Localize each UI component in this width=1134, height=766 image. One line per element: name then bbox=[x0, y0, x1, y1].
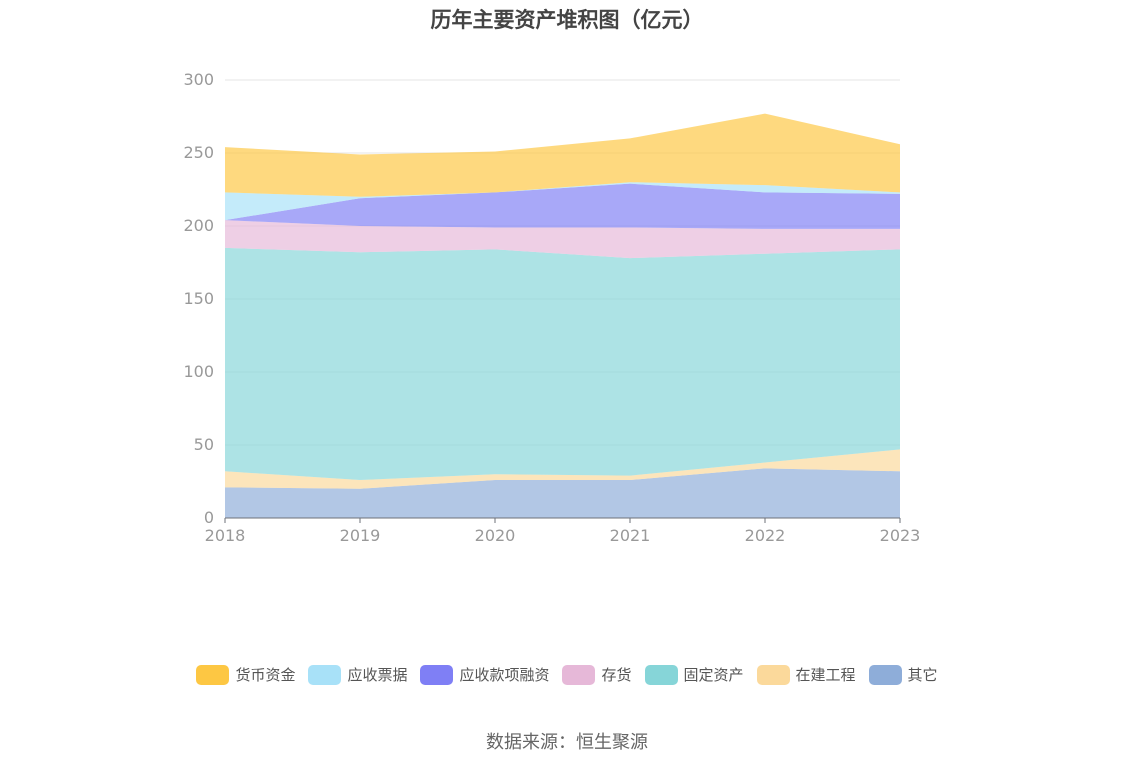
x-tick-label: 2020 bbox=[475, 526, 516, 545]
legend-swatch bbox=[196, 664, 230, 685]
y-tick-label: 100 bbox=[183, 362, 214, 381]
legend-label: 应收款项融资 bbox=[459, 666, 550, 684]
y-tick-label: 150 bbox=[183, 289, 214, 308]
x-tick-label: 2018 bbox=[205, 526, 246, 545]
chart-legend: 货币资金 应收票据 应收款项融资 存货 固定资产 在建工程 其它 bbox=[0, 664, 1134, 685]
y-tick-label: 200 bbox=[183, 216, 214, 235]
legend-swatch bbox=[308, 664, 342, 685]
area-series-在建工程 bbox=[225, 449, 900, 489]
legend-item[interactable]: 其它 bbox=[868, 664, 938, 685]
legend-label: 固定资产 bbox=[683, 666, 744, 684]
area-series-应收款项融资 bbox=[225, 183, 900, 229]
legend-swatch bbox=[644, 664, 678, 685]
legend-label: 应收票据 bbox=[347, 666, 408, 684]
legend-swatch bbox=[420, 664, 454, 685]
y-tick-label: 250 bbox=[183, 143, 214, 162]
area-series-其它 bbox=[225, 468, 900, 518]
legend-item[interactable]: 存货 bbox=[562, 664, 632, 685]
legend-label: 货币资金 bbox=[235, 666, 296, 684]
legend-item[interactable]: 应收票据 bbox=[308, 664, 407, 685]
y-tick-label: 300 bbox=[183, 70, 214, 89]
area-series-固定资产 bbox=[225, 247, 900, 481]
chart-title: 历年主要资产堆积图（亿元） bbox=[430, 8, 704, 32]
data-source-note: 数据来源：恒生聚源 bbox=[486, 732, 648, 753]
legend-swatch bbox=[562, 664, 596, 685]
legend-item[interactable]: 在建工程 bbox=[756, 664, 856, 685]
legend-item[interactable]: 应收款项融资 bbox=[420, 664, 549, 685]
legend-item[interactable]: 固定资产 bbox=[644, 664, 744, 685]
legend-label: 存货 bbox=[601, 666, 632, 684]
legend-item[interactable]: 货币资金 bbox=[196, 664, 295, 685]
x-tick-label: 2023 bbox=[880, 526, 921, 545]
area-series-存货 bbox=[225, 220, 900, 259]
area-series-货币资金 bbox=[225, 113, 900, 197]
y-tick-label: 0 bbox=[204, 508, 214, 527]
x-tick-label: 2022 bbox=[745, 526, 786, 545]
x-tick-label: 2019 bbox=[340, 526, 381, 545]
legend-swatch bbox=[868, 664, 902, 685]
stacked-area-chart: 0 50 100 150 200 250 300 2018 2019 2020 2021 2022 20… bbox=[183, 70, 921, 545]
legend-label: 其它 bbox=[907, 666, 938, 684]
y-tick-label: 50 bbox=[194, 435, 214, 454]
legend-swatch bbox=[756, 664, 790, 685]
x-tick-label: 2021 bbox=[610, 526, 651, 545]
legend-label: 在建工程 bbox=[795, 666, 856, 684]
